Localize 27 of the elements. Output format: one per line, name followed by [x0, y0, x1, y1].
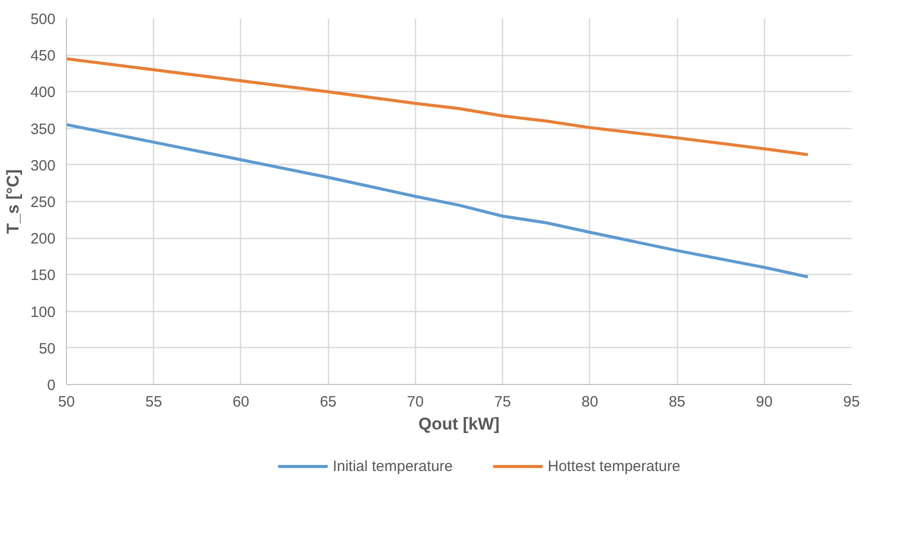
y-tick-label: 350	[30, 120, 56, 138]
legend-label: Hottest temperature	[548, 458, 680, 474]
y-tick-label: 0	[47, 377, 56, 394]
line-series	[66, 57, 810, 156]
line-series	[66, 123, 810, 278]
y-tick-label: 200	[30, 230, 56, 248]
x-tick-label: 75	[494, 394, 511, 410]
y-tick-label: 150	[30, 267, 56, 284]
y-axis-title: T_s [°C]	[3, 169, 22, 234]
x-tick-label: 95	[843, 394, 860, 410]
y-tick-label: 500	[30, 11, 56, 28]
x-tick-label: 55	[145, 394, 162, 410]
x-tick-label: 85	[668, 394, 686, 410]
x-tick-label: 60	[232, 394, 250, 410]
y-tick-label: 50	[38, 340, 56, 358]
y-tick-label: 250	[30, 194, 56, 211]
x-tick-label: 50	[58, 394, 75, 410]
x-axis-title: Qout [kW]	[418, 414, 500, 434]
y-tick-label: 300	[30, 157, 56, 174]
y-tick-label: 450	[30, 48, 56, 65]
x-tick-label: 70	[407, 394, 424, 410]
x-tick-label: 65	[320, 394, 337, 410]
x-tick-label: 90	[756, 394, 773, 410]
legend-label: Initial temperature	[332, 458, 453, 474]
y-tick-label: 100	[30, 304, 56, 321]
y-tick-label: 400	[30, 84, 56, 102]
x-tick-label: 80	[581, 394, 598, 410]
